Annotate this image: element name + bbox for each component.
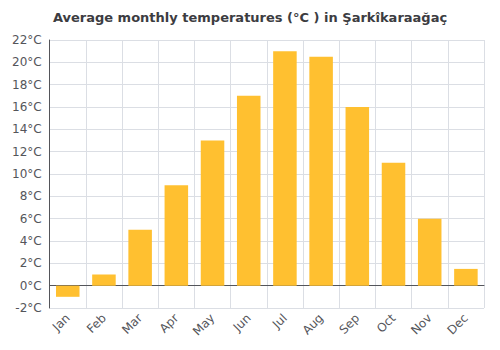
svg-text:4°C: 4°C xyxy=(20,234,42,248)
svg-text:Oct: Oct xyxy=(374,311,399,336)
svg-text:20°C: 20°C xyxy=(12,55,42,69)
svg-text:6°C: 6°C xyxy=(20,212,42,226)
svg-text:Jan: Jan xyxy=(49,311,73,335)
svg-text:-2°C: -2°C xyxy=(15,301,41,315)
svg-text:Nov: Nov xyxy=(408,311,434,337)
svg-text:Jul: Jul xyxy=(269,311,290,332)
svg-text:14°C: 14°C xyxy=(12,122,42,136)
svg-text:Mar: Mar xyxy=(119,311,145,337)
svg-text:10°C: 10°C xyxy=(12,167,42,181)
svg-text:Dec: Dec xyxy=(445,311,471,337)
svg-text:8°C: 8°C xyxy=(20,189,42,203)
svg-text:Average monthly temperatures (: Average monthly temperatures (°C ) in Şa… xyxy=(53,10,447,25)
svg-text:12°C: 12°C xyxy=(12,145,42,159)
svg-text:0°C: 0°C xyxy=(20,279,42,293)
svg-text:22°C: 22°C xyxy=(12,33,42,47)
svg-text:Sep: Sep xyxy=(336,311,362,337)
svg-text:16°C: 16°C xyxy=(12,100,42,114)
svg-text:Apr: Apr xyxy=(157,311,182,336)
svg-text:Aug: Aug xyxy=(300,311,326,337)
svg-text:Feb: Feb xyxy=(84,311,109,336)
svg-text:Jun: Jun xyxy=(230,311,254,335)
svg-text:18°C: 18°C xyxy=(12,78,42,92)
svg-text:2°C: 2°C xyxy=(20,256,42,270)
svg-text:May: May xyxy=(190,311,217,338)
